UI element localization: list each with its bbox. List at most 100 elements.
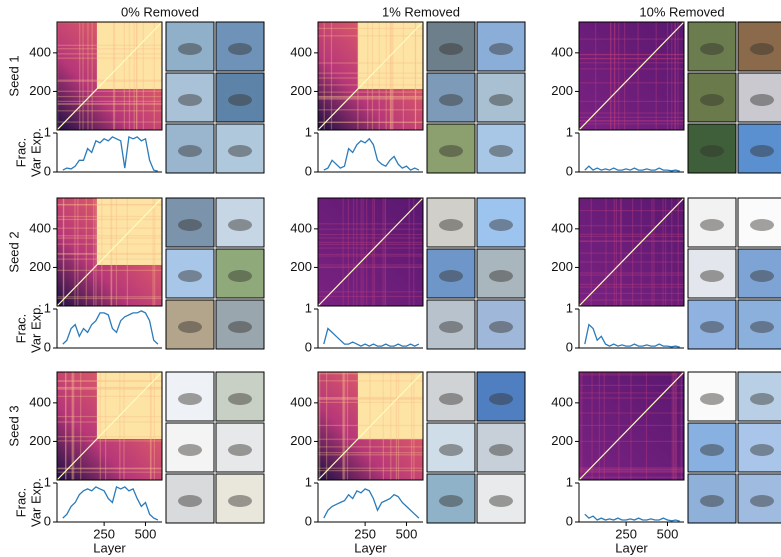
heatmap-stripe	[342, 372, 345, 480]
thumbnail	[215, 72, 265, 123]
heatmap-stripe	[356, 198, 358, 306]
heatmap-stripe	[579, 252, 684, 254]
thumbnail	[687, 72, 737, 123]
heatmap-stripe	[382, 198, 384, 306]
heatmap-stripe	[65, 372, 67, 480]
heatmap-stripe	[579, 292, 684, 294]
heatmap-stripe	[579, 235, 684, 238]
heatmap-stripe	[57, 436, 162, 438]
heatmap-stripe	[581, 372, 583, 480]
heatmap-stripe	[579, 62, 684, 64]
heatmap-stripe	[579, 272, 684, 274]
heatmap-stripe	[603, 372, 605, 480]
thumbnail	[165, 72, 215, 123]
heatmap-stripe	[613, 198, 615, 306]
heatmap-stripe	[344, 372, 346, 480]
y-tick-label: 400	[290, 220, 312, 235]
heatmap-stripe	[318, 121, 423, 123]
heatmap-stripe	[579, 476, 684, 478]
thumbnail-object	[489, 145, 513, 157]
heatmap-stripe	[579, 467, 684, 469]
heatmap-stripe	[675, 372, 678, 480]
thumbnail	[737, 197, 781, 248]
y-tick-label: 200	[29, 259, 51, 274]
column-title: 0% Removed	[121, 4, 199, 19]
heatmap-stripe	[318, 35, 423, 37]
heatmap-stripe	[579, 392, 684, 394]
thumbnail-object	[439, 145, 463, 157]
heatmap-stripe	[318, 243, 423, 245]
thumbnail	[476, 123, 526, 174]
thumbnail	[737, 473, 781, 524]
thumbnail	[687, 473, 737, 524]
heatmap-stripe	[342, 198, 344, 306]
heatmap-stripe	[57, 57, 162, 59]
heatmap-stripe	[72, 372, 74, 480]
heatmap-stripe	[671, 372, 673, 480]
heatmap-stripe	[57, 53, 162, 55]
heatmap-stripe	[318, 109, 423, 111]
heatmap-stripe	[623, 22, 626, 130]
heatmap-stripe	[57, 253, 162, 255]
heatmap-stripe	[598, 372, 600, 480]
thumbnail	[426, 123, 476, 174]
heatmap-stripe	[579, 120, 684, 122]
x-axis-label: Layer	[93, 540, 126, 555]
heatmap-stripe	[57, 103, 162, 105]
thumbnail-object	[228, 94, 252, 106]
heatmap-stripe	[342, 372, 344, 480]
heatmap-stripe	[645, 372, 648, 480]
heatmap-stripe	[318, 446, 423, 448]
thumbnail	[215, 21, 265, 72]
thumbnail-object	[750, 270, 774, 282]
heatmap-stripe	[579, 120, 684, 122]
heatmap-stripe	[318, 373, 423, 375]
heatmap-stripe	[57, 269, 162, 271]
heatmap-stripe	[346, 372, 349, 480]
heatmap-stripe	[57, 215, 162, 218]
heatmap-diagonal	[317, 371, 424, 481]
y-tick-label: 1	[566, 474, 573, 489]
heatmap-stripe	[77, 198, 79, 306]
heatmap-frame	[578, 197, 685, 307]
heatmap-stripe	[57, 103, 162, 105]
heatmap-stripe	[357, 22, 359, 130]
y-tick-label: 1	[44, 124, 51, 139]
thumbnail-object	[178, 444, 202, 456]
heatmap-stripe	[579, 53, 684, 56]
heatmap-stripe	[318, 241, 423, 244]
thumbnail-object	[178, 393, 202, 405]
series-line	[584, 165, 681, 172]
heatmap-stripe	[57, 468, 162, 470]
heatmap-stripe	[651, 198, 653, 306]
heatmap-stripe	[318, 255, 423, 257]
thumbnail	[426, 422, 476, 473]
series-line	[323, 137, 420, 171]
heatmap-stripe	[384, 198, 386, 306]
heatmap-stripe	[104, 372, 107, 480]
heatmap-stripe	[414, 22, 417, 130]
thumbnail	[737, 371, 781, 422]
thumbnail	[687, 299, 737, 350]
heatmap-stripe	[673, 372, 675, 480]
thumbnail-object	[750, 321, 774, 333]
heatmap-stripe	[57, 79, 162, 81]
heatmap-stripe	[392, 22, 394, 130]
thumbnail-object	[439, 219, 463, 231]
heatmap-frame	[317, 197, 424, 307]
heatmap-stripe	[57, 80, 162, 82]
y-tick-label: 200	[551, 83, 573, 98]
thumbnail-object	[700, 145, 724, 157]
heatmap-stripe	[111, 198, 113, 306]
x-tick-label: 500	[396, 526, 418, 541]
y-tick-label: 400	[29, 394, 51, 409]
heatmap-stripe	[408, 198, 410, 306]
thumbnail-object	[489, 495, 513, 507]
y-axis-label: Var Exp.	[28, 304, 43, 353]
thumbnail	[687, 123, 737, 174]
heatmap-stripe	[57, 22, 162, 24]
heatmap-diagonal	[317, 197, 424, 307]
heatmap-stripe	[579, 68, 684, 70]
thumbnail	[476, 299, 526, 350]
y-tick-label: 0	[566, 163, 573, 178]
